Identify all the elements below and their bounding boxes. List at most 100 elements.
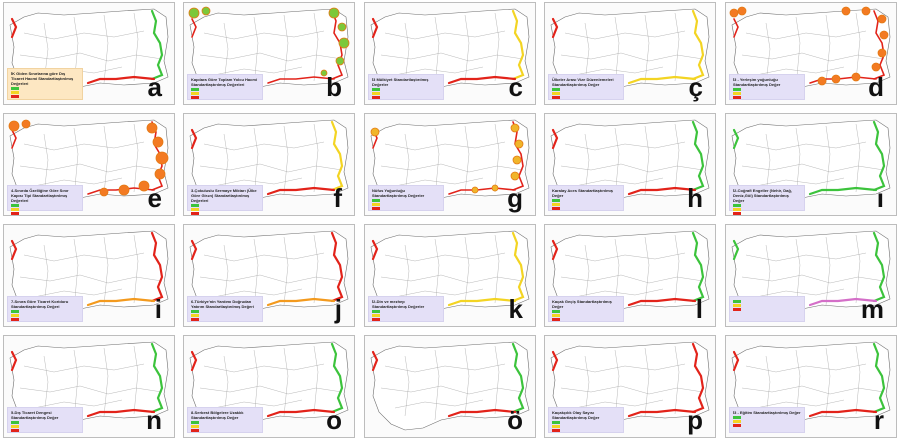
legend-swatch [552,88,560,91]
legend-swatch [733,212,741,215]
legend-title: Ülkeler Arası Vize Düzenlemeleri Standar… [552,77,614,87]
legend-title: İK Giden Sınırlarına göre Dış Ticaret Ha… [11,71,74,86]
legend-swatch [191,314,199,317]
legend-swatch [11,421,19,424]
legend-swatch [11,310,19,313]
legend-swatch [11,318,19,321]
map-panel-17: 8-Serbest Bölgelere Uzaklık Standartlaşt… [183,335,355,438]
legend-title: İ3 Mülkiyet Standartlaştırılmış Değerler [372,77,429,87]
map-legend: İK Giden Sınırlarına göre Dış Ticaret Ha… [7,68,83,100]
map-panel-13: İ2-Din ve mezhep Standartlaştırılmış Değ… [364,224,536,327]
legend-swatch [552,314,560,317]
map-legend: İ2-Din ve mezhep Standartlaştırılmış Değ… [368,296,444,322]
legend-swatch [11,87,19,90]
map-panel-2: Kapılara Göre Toplam Yolcu Hacmi Standar… [183,2,355,105]
panel-letter: l [695,294,703,324]
legend-swatch [733,304,741,307]
map-legend: 6-Türkiye'nin Yardımı Doğrudan Yatırım S… [187,296,263,322]
map-panel-12: 6-Türkiye'nin Yardımı Doğrudan Yatırım S… [183,224,355,327]
map-panel-15: m [725,224,897,327]
map-legend: Kaçak Geçiş Standartlaştırılmış Değer [548,296,624,322]
map-panel-10: İ2-Coğrafi Engeller (Nehir, Dağ, Deniz,G… [725,113,897,216]
legend-swatch [733,300,741,303]
legend-title: 7-Sınıra Göre Ticaret Koridoru Standartl… [11,299,69,309]
legend-swatch [191,318,199,321]
legend-title: İ3 - Eğitim Standartlaştırılmış Değer [733,410,801,415]
map-panel-3: İ3 Mülkiyet Standartlaştırılmış Değerler… [364,2,536,105]
legend-swatch [372,92,380,95]
map-legend: İ3 - Eğitim Standartlaştırılmış Değer [729,407,805,433]
panel-letter: ı [876,183,884,213]
legend-swatch [552,429,560,432]
map-legend: Nüfus Yoğunluğu Standartlaştırılmış Değe… [368,185,444,211]
map-legend: 4-Sınırda Özelliğine Göre Sınır Kapısı T… [7,185,83,215]
panel-letter: ö [507,405,523,435]
map-legend: Karalay Aces Standartlaştırılmış Değer [548,185,624,211]
map-panel-20: İ3 - Eğitim Standartlaştırılmış Değer r [725,335,897,438]
legend-title: İ3 - Yerleşim yoğunluğu Standartlaştırıl… [733,77,781,87]
panel-letter: p [687,405,703,435]
legend-swatch [733,204,741,207]
map-legend: İ2-Coğrafi Engeller (Nehir, Dağ, Deniz,G… [729,185,805,215]
map-legend: İ3 - Yerleşim yoğunluğu Standartlaştırıl… [729,74,805,100]
panel-letter: b [326,72,342,102]
map-panel-5: İ3 - Yerleşim yoğunluğu Standartlaştırıl… [725,2,897,105]
map-panel-18: ö [364,335,536,438]
legend-swatch [552,425,560,428]
legend-title: 5-Dış Ticaret Dengesi Standartlaştırılmı… [11,410,59,420]
map-panel-9: Karalay Aces Standartlaştırılmış Değer h [544,113,716,216]
legend-swatch [11,91,19,94]
panel-letter: c [508,72,523,102]
legend-swatch [11,429,19,432]
panel-letter: m [860,294,884,324]
map-legend: 5-Dış Ticaret Dengesi Standartlaştırılmı… [7,407,83,433]
panel-letter: g [507,183,523,213]
panel-letter: o [326,405,342,435]
legend-swatch [372,96,380,99]
panel-letter: r [873,405,884,435]
legend-swatch [372,199,380,202]
legend-swatch [191,92,199,95]
legend-swatch [552,318,560,321]
legend-swatch [552,421,560,424]
legend-title: Kaçakçılık Olay Sayısı Standartlaştırılm… [552,410,600,420]
map-panel-19: Kaçakçılık Olay Sayısı Standartlaştırılm… [544,335,716,438]
legend-swatch [191,212,199,215]
legend-swatch [191,96,199,99]
legend-swatch [733,96,741,99]
legend-title: 4-Sınırda Özelliğine Göre Sınır Kapısı T… [11,188,69,203]
legend-swatch [733,92,741,95]
legend-swatch [191,429,199,432]
legend-swatch [372,318,380,321]
legend-swatch [372,203,380,206]
legend-title: Kapılara Göre Toplam Yolcu Hacmi Standar… [191,77,258,87]
legend-swatch [191,88,199,91]
legend-swatch [552,96,560,99]
legend-swatch [191,421,199,424]
legend-title: Nüfus Yoğunluğu Standartlaştırılmış Değe… [372,188,425,198]
legend-title: 6-Türkiye'nin Yardımı Doğrudan Yatırım S… [191,299,254,309]
map-legend: Ülkeler Arası Vize Düzenlemeleri Standar… [548,74,624,100]
panel-letter: f [333,183,342,213]
legend-swatch [733,424,741,427]
map-panel-8: Nüfus Yoğunluğu Standartlaştırılmış Değe… [364,113,536,216]
legend-swatch [372,310,380,313]
legend-swatch [552,207,560,210]
map-panel-4: Ülkeler Arası Vize Düzenlemeleri Standar… [544,2,716,105]
legend-swatch [191,425,199,428]
legend-swatch [372,88,380,91]
map-legend [729,296,805,322]
legend-swatch [733,88,741,91]
panel-letter: e [147,183,162,213]
legend-swatch [11,314,19,317]
legend-swatch [552,92,560,95]
legend-swatch [552,310,560,313]
map-legend: Kaçakçılık Olay Sayısı Standartlaştırılm… [548,407,624,433]
legend-swatch [11,208,19,211]
legend-title: İ2-Coğrafi Engeller (Nehir, Dağ, Deniz,G… [733,188,792,203]
map-panel-14: Kaçak Geçiş Standartlaştırılmış Değer l [544,224,716,327]
legend-swatch [191,204,199,207]
legend-title: 3-Çokuluslu Sermaye Miktarı (Ülke Göre G… [191,188,257,203]
map-legend: İ3 Mülkiyet Standartlaştırılmış Değerler [368,74,444,100]
